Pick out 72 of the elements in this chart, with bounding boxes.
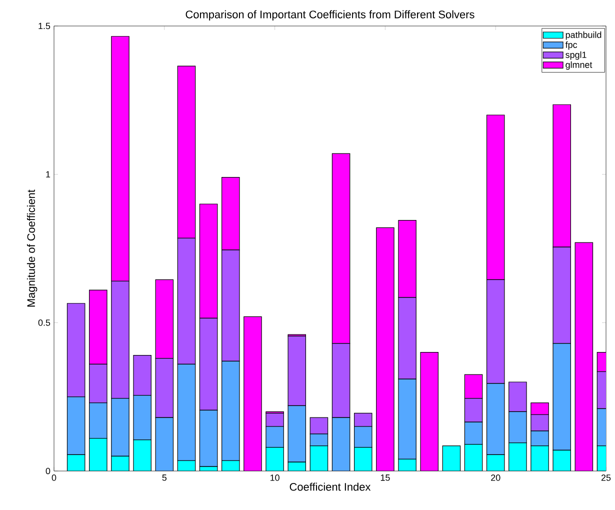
bar: [354, 412, 372, 427]
bar: [354, 426, 372, 448]
bar: [354, 446, 372, 471]
bar: [89, 438, 108, 471]
x-tick-label: 0: [52, 474, 56, 481]
bar: [288, 405, 306, 462]
bar: [66, 396, 86, 455]
bar: [530, 402, 549, 415]
bar: [66, 303, 86, 398]
bar: [266, 426, 284, 448]
x-tick-label: 5: [162, 474, 167, 481]
bar: [133, 395, 152, 440]
bar: [530, 430, 549, 446]
bar: [552, 246, 571, 344]
bar: [464, 422, 483, 445]
y-tick-label: 0: [46, 468, 50, 474]
bar: [89, 402, 108, 439]
bar: [508, 411, 527, 444]
x-tick-label: 20: [491, 474, 500, 481]
chart-title: Comparison of Important Coefficients from Different Solvers: [186, 10, 474, 20]
x-tick-label: 15: [380, 474, 390, 481]
bar: [199, 318, 218, 410]
y-axis-title: Magnitude of Coefficient: [26, 190, 38, 307]
bar: [177, 238, 196, 364]
bar: [66, 454, 86, 471]
bar: [486, 454, 504, 471]
bar: [464, 444, 482, 471]
x-tick-label: 10: [270, 474, 280, 481]
bar: [442, 446, 460, 471]
legend-label: spgl1: [566, 51, 586, 60]
bar: [508, 382, 527, 412]
x-tick-label: 25: [601, 474, 611, 481]
bar: [530, 446, 549, 471]
y-tick-label: 0.5: [38, 319, 50, 326]
bar: [288, 336, 306, 406]
bar: [332, 343, 350, 418]
bar: [464, 374, 483, 399]
bar: [133, 440, 152, 471]
legend-label: glmnet: [566, 61, 592, 70]
bar: [310, 445, 328, 471]
bar: [266, 412, 284, 427]
bar: [89, 364, 108, 404]
bar: [332, 417, 350, 471]
bar: [486, 279, 505, 384]
bar: [508, 442, 527, 471]
bar: [530, 414, 549, 432]
legend-label: pathbuild: [566, 31, 602, 40]
bar: [266, 446, 284, 471]
bar: [155, 358, 174, 418]
legend-label: fpc: [565, 41, 578, 50]
bar: [111, 280, 130, 399]
bar: [486, 383, 505, 455]
y-tick-label: 1: [46, 171, 50, 178]
bar: [199, 410, 218, 467]
bar: [464, 398, 483, 422]
bar: [553, 450, 571, 471]
bar: [222, 250, 240, 362]
bar: [310, 417, 328, 434]
bar: [398, 378, 416, 460]
bar: [133, 355, 152, 396]
bar: [398, 297, 416, 380]
y-tick-label: 1.5: [38, 22, 50, 30]
x-axis-title: Coefficient Index: [290, 482, 371, 491]
bar: [310, 434, 328, 446]
bar: [89, 290, 108, 364]
bar: [155, 279, 174, 359]
bar: [222, 360, 240, 461]
bar: [111, 456, 130, 471]
bar: [552, 343, 571, 451]
bar: [155, 417, 174, 471]
bar: [111, 398, 130, 456]
bar: [177, 364, 196, 461]
